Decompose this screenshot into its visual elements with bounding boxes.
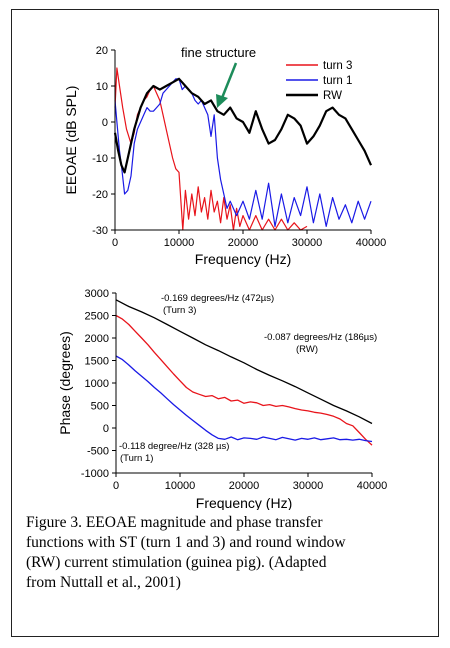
eeoae-xtick-label: 0 [112, 237, 118, 249]
phase-ytick-label: 500 [91, 401, 109, 413]
phase-xtick-label: 10000 [165, 480, 196, 492]
eeoae-ytick-label: 0 [102, 117, 108, 129]
eeoae-ytick-label: -10 [92, 153, 108, 165]
figure-caption: Figure 3. EEOAE magnitude and phase tran… [26, 513, 418, 593]
eeoae-ytick-label: -20 [92, 189, 108, 201]
eeoae-legend: turn 3 turn 1 RW [286, 60, 352, 102]
eeoae-xtick-label: 30000 [292, 237, 323, 249]
eeoae-xtick-label: 40000 [356, 237, 387, 249]
eeoae-chart: 20 10 0 -10 -20 -30 0 10000 20000 30000 40000 EEOA… [63, 45, 386, 267]
phase-axes: 3000 2500 2000 1500 1000 500 0 -500 -1000 0 10000 2… [81, 288, 387, 492]
eeoae-series-rw [113, 77, 373, 174]
phase-ytick-label: 2500 [85, 311, 109, 323]
phase-ylabel: Phase (degrees) [57, 331, 73, 435]
turn1-slope-annotation: -0.118 degree/Hz (328 µs) [119, 441, 229, 452]
phase-xtick-label: 40000 [357, 480, 388, 492]
turn1-slope-label: (Turn 1) [120, 453, 153, 464]
legend-label-rw: RW [323, 90, 342, 102]
caption-line-4: from Nuttall et al., 2001) [26, 574, 181, 591]
eeoae-ytick-label: -30 [92, 225, 108, 237]
eeoae-ytick-label: 10 [96, 81, 108, 93]
eeoae-axes: 20 10 0 -10 -20 -30 0 10000 20000 30000 40000 [92, 45, 386, 249]
phase-xlabel: Frequency (Hz) [196, 495, 292, 510]
eeoae-ylabel: EEOAE (dB SPL) [63, 86, 79, 195]
caption-line-1: Figure 3. EEOAE magnitude and phase tran… [26, 514, 323, 531]
phase-series-group [115, 299, 373, 446]
rw-slope-annotation: -0.087 degrees/Hz (186µs) [264, 332, 377, 343]
phase-xtick-label: 30000 [293, 480, 324, 492]
phase-ytick-label: 1000 [85, 378, 109, 390]
legend-label-turn3: turn 3 [323, 60, 352, 72]
eeoae-xtick-label: 10000 [164, 237, 195, 249]
phase-ytick-label: 3000 [85, 288, 109, 300]
phase-chart: 3000 2500 2000 1500 1000 500 0 -500 -1000 0 10000 2… [57, 288, 387, 510]
phase-xtick-label: 20000 [229, 480, 260, 492]
phase-series-series-0 [115, 314, 373, 446]
fine-structure-arrow [216, 62, 238, 108]
phase-ytick-label: 0 [103, 423, 109, 435]
phase-ytick-label: 2000 [85, 333, 109, 345]
eeoae-series-group [113, 67, 373, 231]
phase-ytick-label: 1500 [85, 356, 109, 368]
caption-line-2: functions with ST (turn 1 and 3) and rou… [26, 534, 346, 551]
fine-structure-annotation: fine structure [181, 45, 256, 60]
phase-xtick-label: 0 [113, 480, 119, 492]
phase-ytick-label: -1000 [81, 468, 109, 480]
eeoae-series-turn1 [114, 78, 372, 227]
eeoae-ytick-label: 20 [96, 45, 108, 57]
caption-line-3: (RW) current stimulation (guinea pig). (… [26, 554, 327, 571]
legend-label-turn1: turn 1 [323, 75, 352, 87]
phase-series-series-2 [115, 299, 373, 425]
phase-ytick-label: -500 [87, 446, 109, 458]
eeoae-xlabel: Frequency (Hz) [195, 251, 291, 267]
rw-slope-label: (RW) [296, 344, 318, 355]
turn3-slope-annotation: -0.169 degrees/Hz (472µs) [161, 293, 274, 304]
phase-series-series-1 [115, 355, 373, 443]
turn3-slope-label: (Turn 3) [163, 305, 196, 316]
eeoae-xtick-label: 20000 [228, 237, 259, 249]
eeoae-series-turn3 [114, 67, 308, 231]
